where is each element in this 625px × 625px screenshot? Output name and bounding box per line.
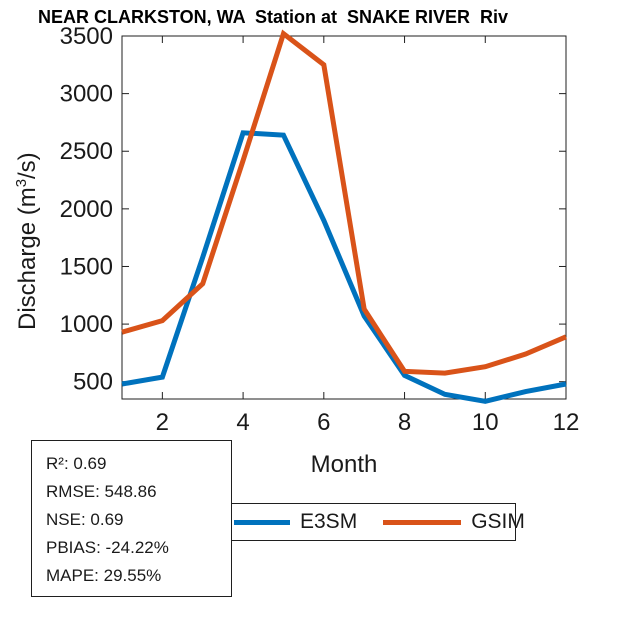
x-tick-label: 8 bbox=[398, 409, 411, 436]
series-line-e3sm bbox=[121, 130, 567, 404]
y-tick-label: 2000 bbox=[60, 196, 113, 223]
stat-r2: R²: 0.69 bbox=[46, 454, 107, 473]
y-tick-label: 1500 bbox=[60, 253, 113, 280]
y-tick-label: 2500 bbox=[60, 138, 113, 165]
x-tick-label: 12 bbox=[553, 409, 580, 436]
y-tick-label: 500 bbox=[73, 369, 113, 396]
plot-border bbox=[121, 35, 567, 400]
y-tick-label: 3000 bbox=[60, 81, 113, 108]
stat-pbias: PBIAS: -24.22% bbox=[46, 538, 169, 557]
x-tick-label: 10 bbox=[472, 409, 499, 436]
legend: E3SM GSIM bbox=[213, 503, 525, 541]
y-tick-label: 1000 bbox=[60, 311, 113, 338]
legend-label-gsim: GSIM bbox=[471, 510, 525, 533]
x-tick-label: 2 bbox=[156, 409, 169, 436]
stats-box: R²: 0.69 RMSE: 548.86 NSE: 0.69 PBIAS: -… bbox=[31, 440, 232, 597]
legend-swatch-gsim bbox=[383, 519, 462, 525]
x-tick-label: 6 bbox=[317, 409, 330, 436]
legend-swatch-e3sm bbox=[234, 519, 290, 525]
legend-label-e3sm: E3SM bbox=[300, 510, 358, 533]
chart-title: NEAR CLARKSTON, WA Station at SNAKE RIVE… bbox=[38, 7, 509, 27]
stat-rmse: RMSE: 548.86 bbox=[46, 482, 157, 501]
stat-mape: MAPE: 29.55% bbox=[46, 566, 162, 585]
y-tick-label: 3500 bbox=[60, 23, 113, 50]
x-tick-label: 4 bbox=[236, 409, 249, 436]
stat-nse: NSE: 0.69 bbox=[46, 510, 124, 529]
x-axis-label: Month bbox=[310, 451, 378, 478]
series-line-gsim bbox=[121, 29, 567, 376]
y-axis-label: Discharge (m3/s) bbox=[14, 152, 41, 330]
